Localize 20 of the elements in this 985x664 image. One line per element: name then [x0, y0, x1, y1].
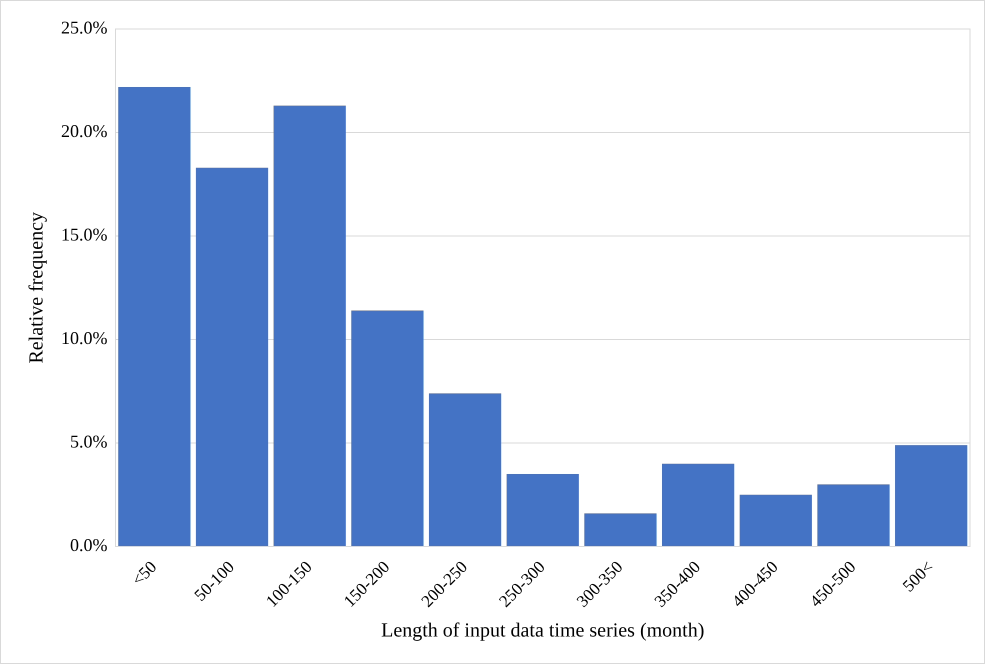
bar — [817, 484, 890, 546]
bar — [895, 445, 968, 546]
y-tick-label: 0.0% — [70, 535, 108, 556]
x-axis-title: Length of input data time series (month) — [381, 619, 704, 642]
y-tick-label: 5.0% — [70, 432, 108, 452]
y-tick-label: 20.0% — [60, 121, 108, 142]
bar — [740, 494, 812, 546]
y-tick-label: 15.0% — [60, 224, 108, 245]
bar — [662, 464, 734, 546]
bar — [351, 310, 424, 546]
y-tick-label: 25.0% — [60, 18, 108, 38]
y-tick-label: 10.0% — [60, 328, 108, 348]
bar — [196, 168, 268, 546]
bar — [428, 393, 502, 546]
bar — [118, 86, 190, 546]
y-axis-title: Relative frequency — [25, 212, 48, 364]
x-tick-label: <50 — [128, 557, 160, 590]
bar — [506, 474, 579, 546]
bar — [584, 513, 657, 546]
bar — [274, 106, 346, 546]
